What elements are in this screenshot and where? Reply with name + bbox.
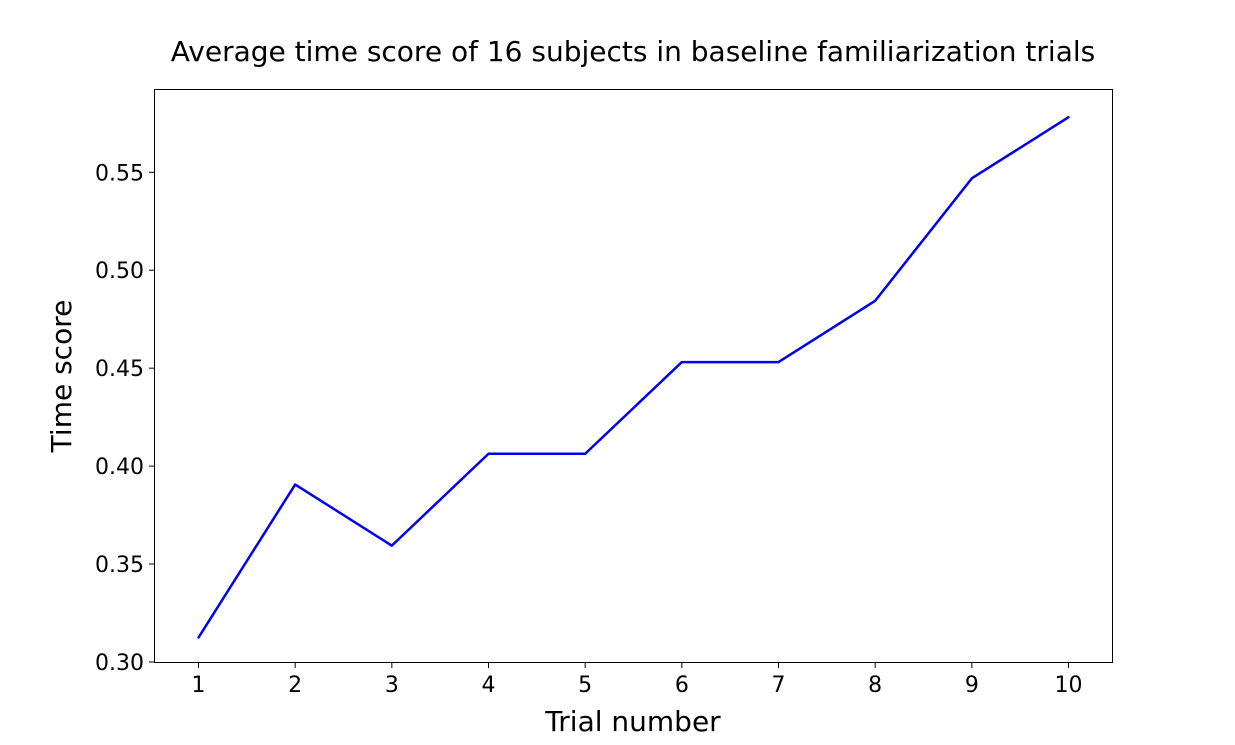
x-axis: 1 2 3 4 5 6 7 8 9 10 [192, 662, 1083, 698]
y-tick-label: 0.55 [95, 161, 144, 186]
x-tick-label: 1 [192, 673, 206, 698]
x-tick-label: 2 [288, 673, 302, 698]
data-point [970, 177, 974, 180]
y-axis-label: Time score [45, 300, 78, 454]
data-point [293, 483, 297, 486]
data-point [777, 360, 780, 364]
data-point [1067, 116, 1070, 119]
x-axis-label: Trial number [544, 705, 721, 738]
series-line-0 [197, 116, 1070, 639]
x-tick-label: 6 [675, 673, 689, 698]
chart-title: Average time score of 16 subjects in bas… [171, 35, 1095, 68]
x-tick-label: 8 [868, 673, 882, 698]
x-tick-label: 4 [482, 673, 496, 698]
x-tick-label: 9 [965, 673, 979, 698]
data-point [390, 544, 394, 547]
x-tick-label: 3 [385, 673, 399, 698]
data-point [197, 636, 200, 639]
x-tick-label: 5 [578, 673, 592, 698]
data-point [873, 299, 877, 302]
series-layer [197, 116, 1070, 639]
x-tick-label: 10 [1055, 673, 1083, 698]
y-tick-label: 0.40 [95, 455, 144, 480]
y-tick-label: 0.30 [95, 651, 144, 676]
y-tick-label: 0.45 [95, 357, 144, 382]
y-axis: 0.30 0.35 0.40 0.45 0.50 0.55 [95, 161, 155, 676]
plot-frame [154, 89, 1113, 663]
x-tick-label: 7 [772, 673, 786, 698]
y-tick-label: 0.50 [95, 259, 144, 284]
data-point [583, 452, 587, 455]
y-tick-label: 0.35 [95, 553, 144, 578]
data-point [487, 452, 490, 455]
data-point [680, 360, 684, 364]
